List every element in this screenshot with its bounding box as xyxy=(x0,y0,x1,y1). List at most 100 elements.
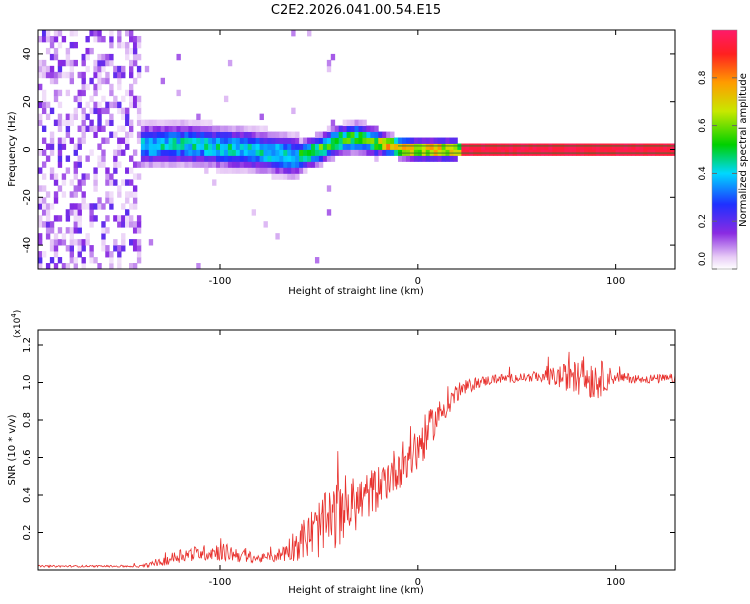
heatmap-cell xyxy=(485,143,490,150)
heatmap-cell xyxy=(362,125,367,132)
heatmap-cell xyxy=(117,30,122,37)
heatmap-cell xyxy=(172,143,177,150)
heatmap-cell xyxy=(421,137,427,144)
heatmap-cell xyxy=(291,137,296,144)
heatmap-cell xyxy=(560,143,565,150)
heatmap-cell xyxy=(295,173,300,180)
heatmap-cell xyxy=(113,155,118,162)
heatmap-cell xyxy=(53,30,59,37)
heatmap-cell xyxy=(192,149,197,156)
heatmap-cell xyxy=(370,137,375,144)
heatmap-cell xyxy=(374,143,379,150)
heatmap-cell xyxy=(101,203,106,210)
heatmap-cell xyxy=(41,197,47,204)
heatmap-cell xyxy=(255,155,260,162)
heatmap-cell xyxy=(271,155,276,162)
heatmap-cell xyxy=(176,161,181,168)
heatmap-cell xyxy=(97,143,102,150)
heatmap-cell xyxy=(208,161,213,168)
heatmap-cell xyxy=(101,221,106,228)
heatmap-cell xyxy=(69,30,75,37)
heatmap-cell xyxy=(77,245,82,252)
heatmap-cell xyxy=(667,143,672,150)
heatmap-cell xyxy=(453,155,458,162)
heatmap-cell xyxy=(85,83,90,91)
heatmap-cell xyxy=(259,149,264,156)
heatmap-cell xyxy=(61,239,67,246)
heatmap-cell xyxy=(156,161,162,168)
heatmap-cell xyxy=(212,131,217,138)
heatmap-cell xyxy=(307,161,312,168)
heatmap-cell xyxy=(366,125,371,132)
heatmap-cell xyxy=(132,263,138,269)
heatmap-cell xyxy=(57,257,63,264)
heatmap-cell xyxy=(117,215,122,222)
heatmap-cell xyxy=(374,155,379,162)
heatmap-cell xyxy=(295,143,300,150)
y-tick-label: 1.2 xyxy=(22,337,33,353)
x-tick-label: 0 xyxy=(415,276,421,287)
heatmap-cell xyxy=(121,95,126,103)
heatmap-cell xyxy=(350,137,355,144)
heatmap-cell xyxy=(136,221,142,228)
heatmap-cell xyxy=(109,89,114,97)
heatmap-cell xyxy=(216,131,221,138)
heatmap-cell xyxy=(109,191,114,198)
heatmap-cell xyxy=(275,161,280,168)
heatmap-cell xyxy=(136,41,142,49)
heatmap-cell xyxy=(176,125,181,132)
heatmap-cell xyxy=(81,179,86,186)
heatmap-cell xyxy=(429,137,435,144)
heatmap-cell xyxy=(69,41,75,49)
heatmap-cell xyxy=(57,239,63,246)
heatmap-cell xyxy=(65,47,71,55)
heatmap-cell xyxy=(390,131,395,138)
heatmap-cell xyxy=(77,95,82,103)
heatmap-cell xyxy=(41,35,47,43)
heatmap-cell xyxy=(251,149,257,156)
heatmap-cell xyxy=(346,125,351,132)
heatmap-cell xyxy=(38,239,43,246)
heatmap-cell xyxy=(311,143,316,150)
spectrogram-panel: -100 0 100 -40 -20 0 20 40 Height of straight … xyxy=(7,29,676,297)
y-tick-label: 0.2 xyxy=(22,525,33,541)
heatmap-cell xyxy=(61,59,67,67)
heatmap-cell xyxy=(366,149,371,156)
heatmap-cell xyxy=(57,101,63,109)
heatmap-cell xyxy=(136,131,142,138)
heatmap-cell xyxy=(231,143,237,150)
heatmap-cell xyxy=(45,227,51,234)
heatmap-cell xyxy=(113,131,118,138)
heatmap-cell xyxy=(184,125,189,132)
heatmap-cell xyxy=(390,143,395,150)
heatmap-cell xyxy=(603,143,609,150)
heatmap-cell xyxy=(93,65,98,73)
heatmap-cell xyxy=(338,149,344,156)
heatmap-cell xyxy=(188,155,193,162)
heatmap-cell xyxy=(69,77,75,85)
heatmap-cell xyxy=(81,71,86,79)
y-tick-label: 0.6 xyxy=(22,450,33,466)
spectrogram-heatmap xyxy=(38,30,675,269)
heatmap-cell xyxy=(148,119,154,127)
heatmap-cell xyxy=(144,149,150,156)
heatmap-cell xyxy=(164,149,169,156)
heatmap-cell xyxy=(378,131,383,138)
heatmap-cell xyxy=(41,107,47,115)
heatmap-cell xyxy=(160,119,166,127)
snr-y-scale-base: (x10 xyxy=(13,317,23,338)
heatmap-cell xyxy=(243,155,249,162)
heatmap-cell xyxy=(188,143,193,150)
heatmap-cell xyxy=(132,161,138,168)
heatmap-cell xyxy=(180,131,185,138)
heatmap-cell xyxy=(168,125,173,132)
heatmap-cell xyxy=(57,65,63,73)
heatmap-cell xyxy=(330,137,336,144)
heatmap-cell xyxy=(231,155,237,162)
heatmap-cell xyxy=(283,167,288,174)
heatmap-cell xyxy=(358,143,363,150)
heatmap-cell xyxy=(89,47,94,55)
heatmap-cell xyxy=(477,143,482,150)
heatmap-cell xyxy=(204,149,209,156)
heatmap-cell xyxy=(81,197,86,204)
